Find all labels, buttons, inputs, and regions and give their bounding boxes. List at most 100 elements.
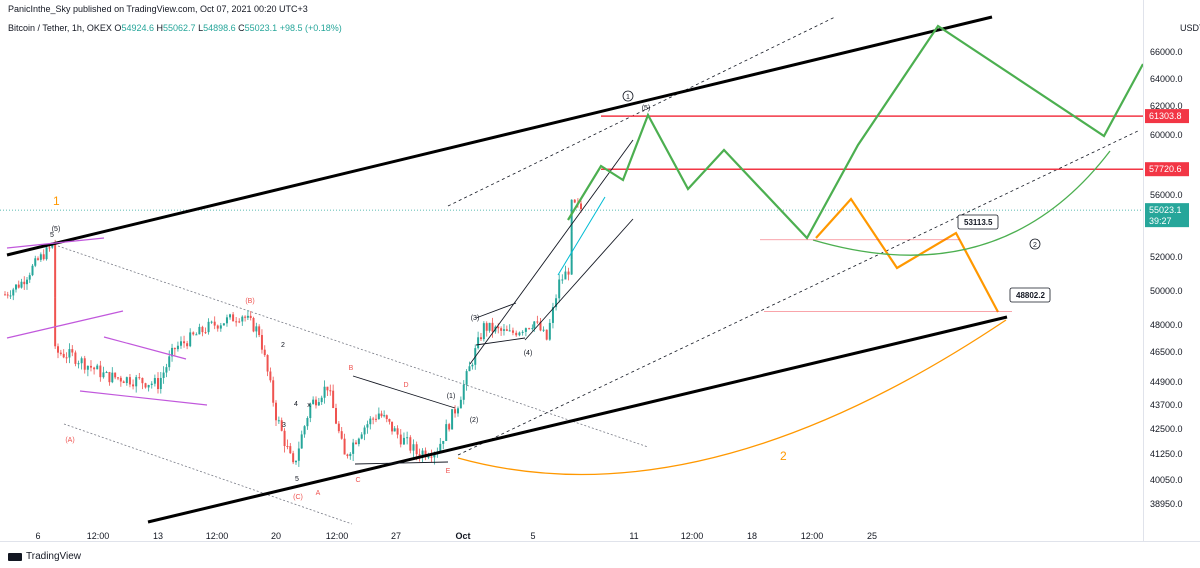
impulse-channel-upper <box>469 139 634 365</box>
candle-body <box>457 408 459 414</box>
candle-body <box>424 450 427 458</box>
candle-body <box>128 377 131 385</box>
candle-body <box>465 371 468 385</box>
candle-body <box>59 352 62 354</box>
price-axis[interactable]: 66000.0 64000.0 62000.0 60000.0 56000.0 52000… <box>1150 23 1200 509</box>
candle-body <box>263 349 266 356</box>
candle-body <box>551 307 554 323</box>
wave-label-13: D <box>403 382 408 389</box>
candle-body <box>176 345 179 350</box>
wave-label-4: 2 <box>281 342 285 349</box>
triangle-upper <box>103 336 187 360</box>
wave-label-3: (B) <box>245 298 254 305</box>
time-tick-label-13: 25 <box>867 531 877 541</box>
candle-body <box>102 372 105 378</box>
candle-body <box>533 321 536 329</box>
candle-body <box>377 413 380 420</box>
candle-body <box>545 329 548 340</box>
candle-body <box>280 420 283 431</box>
candle-body <box>511 330 514 333</box>
candle-body <box>393 428 396 432</box>
candle-body <box>567 271 570 275</box>
candle-body <box>114 372 117 378</box>
axis-separator <box>1143 0 1144 541</box>
time-tick-label-0: 6 <box>35 531 40 541</box>
candle-body <box>355 442 357 445</box>
last-price-tag-text: 55023.1 <box>1149 205 1182 215</box>
candle-body <box>20 281 23 288</box>
candle-body <box>201 326 204 333</box>
candle-body <box>430 456 433 458</box>
level-tag-text-1: 57720.6 <box>1149 164 1182 174</box>
candle-body <box>83 358 86 370</box>
candle-body <box>277 420 280 422</box>
candle-body <box>179 341 182 346</box>
green-projection-path <box>567 24 1144 240</box>
wave-label-7: 3 <box>282 422 286 429</box>
candle-body <box>153 378 156 384</box>
candle-body <box>34 258 37 266</box>
candle-body <box>317 402 320 406</box>
candle-body <box>192 332 195 335</box>
candle-body <box>147 384 150 388</box>
price-axis-currency: USDT <box>1180 23 1200 33</box>
close-label: C <box>238 23 245 33</box>
candle-body <box>48 247 51 249</box>
candle-body <box>45 247 48 260</box>
tradingview-logo[interactable]: TradingView <box>8 551 81 562</box>
target-callout-text-0: 53113.5 <box>964 218 993 227</box>
circled-label-ring-1 <box>1029 238 1041 250</box>
candle-body <box>312 399 315 405</box>
candle-body <box>258 326 261 336</box>
candle-body <box>385 415 388 420</box>
candle-body <box>96 365 99 370</box>
candle-body <box>524 328 527 332</box>
candle-body <box>448 424 451 430</box>
wedge-upper <box>475 302 517 319</box>
candle-body <box>225 317 228 324</box>
candle-body <box>269 371 272 381</box>
wave-label-8: 5 <box>295 476 299 483</box>
low-value: 54898.6 <box>203 23 236 33</box>
candle-body <box>80 358 83 364</box>
time-axis[interactable]: 6 12:00 13 12:00 20 12:00 27 Oct 5 11 12:00 18 12:00… <box>35 531 877 541</box>
price-tick-label-5: 52000.0 <box>1150 252 1183 262</box>
candle-body <box>37 258 39 260</box>
price-tick-label-14: 38950.0 <box>1150 499 1183 509</box>
candles <box>4 198 583 467</box>
wave-label-0: (5) <box>52 226 61 233</box>
candle-body <box>445 424 448 441</box>
candle-body <box>77 363 80 365</box>
time-tick-label-8: 5 <box>530 531 535 541</box>
time-tick-label-9: 11 <box>629 531 638 541</box>
candle-body <box>415 444 418 455</box>
candle-body <box>42 254 45 260</box>
price-tick-label-9: 44900.0 <box>1150 377 1183 387</box>
candle-body <box>12 289 15 296</box>
candle-body <box>451 409 454 430</box>
candle-body <box>315 399 317 406</box>
candle-body <box>283 430 286 447</box>
candle-body <box>357 438 360 445</box>
triangle-lower <box>79 390 208 406</box>
target-callout-1 <box>1009 287 1051 303</box>
candle-body <box>157 378 159 390</box>
candle-body <box>500 328 503 331</box>
candle-body <box>477 337 480 349</box>
candle-body <box>266 355 269 372</box>
impulse-channel-lower <box>524 218 634 341</box>
candle-body <box>427 456 430 458</box>
candle-body <box>375 418 377 420</box>
candle-body <box>360 434 363 439</box>
candle-body <box>89 365 92 368</box>
candle-body <box>329 390 332 392</box>
scenario-label-1: 2 <box>780 449 787 463</box>
candle-body <box>183 341 186 344</box>
candle-body <box>573 199 576 203</box>
candle-body <box>409 437 412 451</box>
candle-body <box>323 386 326 398</box>
green-arc-arrow <box>812 150 1111 256</box>
candle-body <box>502 329 505 331</box>
time-tick-label-4: 20 <box>271 531 281 541</box>
